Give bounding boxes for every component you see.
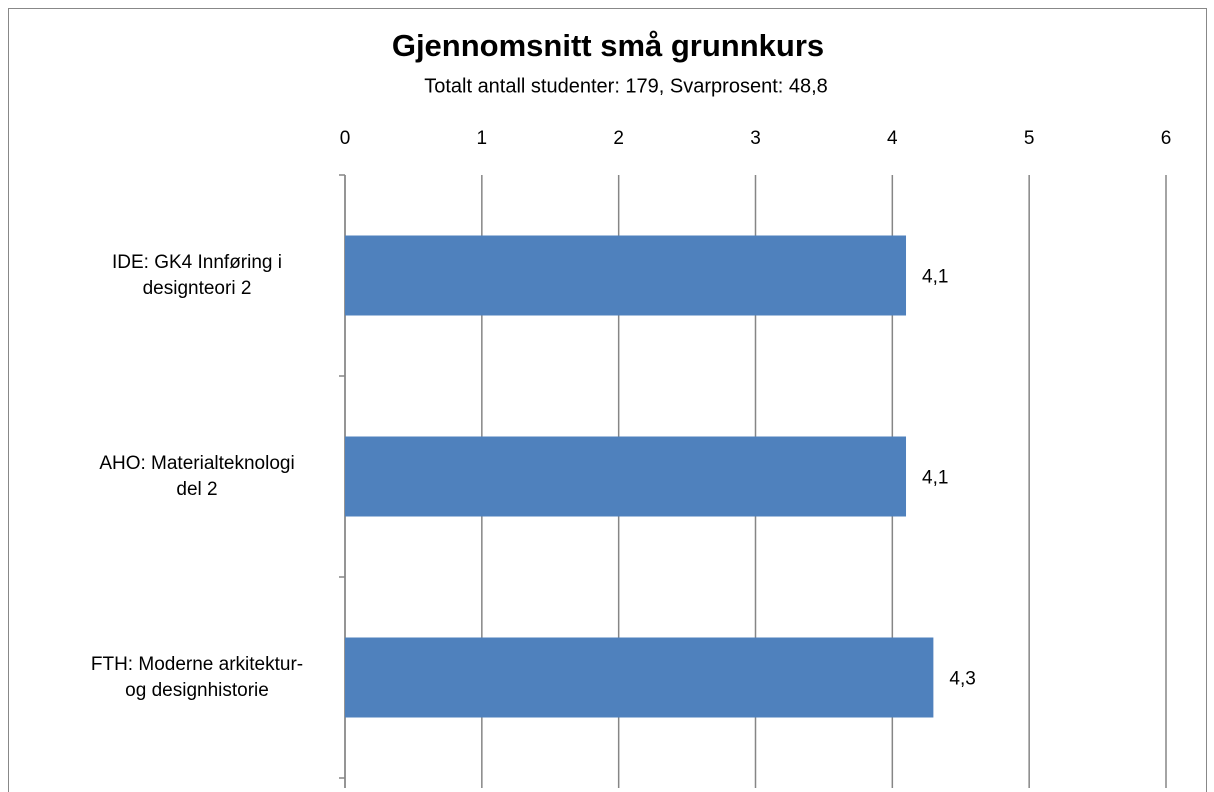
x-tick-label: 2	[613, 128, 624, 149]
x-tick-label: 4	[887, 128, 898, 149]
y-tick-label: IDE: GK4 Innføring i designteori 2	[111, 251, 282, 299]
y-tick-label: AHO: Materialteknologi del 2	[99, 452, 295, 500]
bar	[345, 235, 907, 316]
bar	[345, 637, 934, 718]
x-tick-label: 1	[477, 128, 488, 149]
bar	[345, 436, 907, 517]
y-tick-label: FTH: Moderne arkitektur- og designhistor…	[90, 653, 304, 701]
x-tick-label: 5	[1024, 128, 1035, 149]
data-label: 4,3	[949, 669, 975, 690]
x-tick-label: 0	[340, 128, 351, 149]
chart-border	[8, 8, 1207, 792]
chart-title: Gjennomsnitt små grunnkurs	[392, 28, 824, 63]
x-tick-label: 3	[750, 128, 761, 149]
chart-subtitle: Totalt antall studenter: 179, Svarprosen…	[424, 75, 828, 97]
x-tick-label: 6	[1161, 128, 1172, 149]
data-label: 4,1	[922, 468, 948, 489]
data-label: 4,1	[922, 267, 948, 288]
